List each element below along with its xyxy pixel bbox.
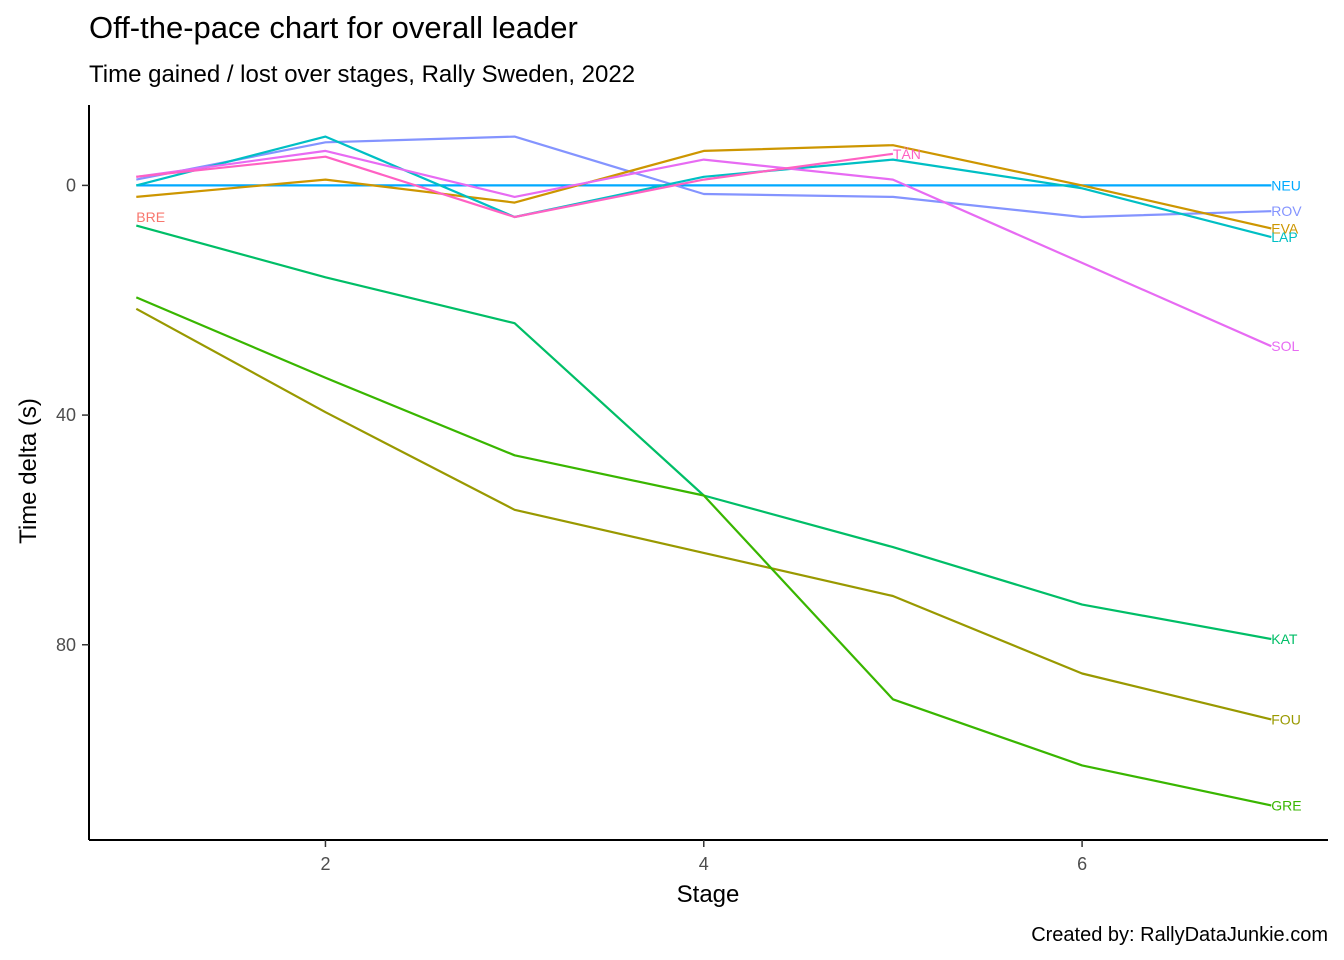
- series-label: LAP: [1271, 229, 1297, 245]
- chart-subtitle: Time gained / lost over stages, Rally Sw…: [89, 61, 635, 88]
- series-line-fou: [135, 307, 1272, 721]
- chart-title: Off-the-pace chart for overall leader: [89, 10, 578, 45]
- series-label: NEU: [1271, 177, 1301, 193]
- y-axis-ticks: 0 40 80: [56, 175, 89, 655]
- series-line-kat: [136, 224, 1272, 641]
- series-label: FOU: [1271, 711, 1301, 727]
- x-tick-label: 4: [699, 854, 709, 874]
- series-line-tän: [136, 152, 894, 219]
- series-label: BRE: [136, 209, 165, 225]
- x-axis-title: Stage: [677, 881, 740, 908]
- series-line-lap: [136, 135, 1272, 239]
- series-label: TÄN: [893, 146, 921, 162]
- series-line-eva: [136, 144, 1272, 230]
- series-line-sol: [136, 149, 1272, 348]
- series-label: ROV: [1271, 203, 1302, 219]
- y-tick-label: 40: [56, 405, 76, 425]
- chart-caption: Created by: RallyDataJunkie.com: [1031, 924, 1328, 946]
- series-label: KAT: [1271, 631, 1298, 647]
- y-axis-title: Time delta (s): [15, 398, 42, 544]
- x-axis-ticks: 2 4 6: [320, 840, 1087, 874]
- x-tick-label: 2: [320, 854, 330, 874]
- y-tick-label: 0: [66, 175, 76, 195]
- series-label: SOL: [1271, 338, 1299, 354]
- y-tick-label: 80: [56, 635, 76, 655]
- series-line-gre: [135, 296, 1272, 807]
- series-lines: [135, 135, 1272, 807]
- series-label: EVA: [1271, 220, 1299, 236]
- series-label: GRE: [1271, 798, 1301, 814]
- series-line-rov: [136, 135, 1272, 219]
- x-tick-label: 6: [1077, 854, 1087, 874]
